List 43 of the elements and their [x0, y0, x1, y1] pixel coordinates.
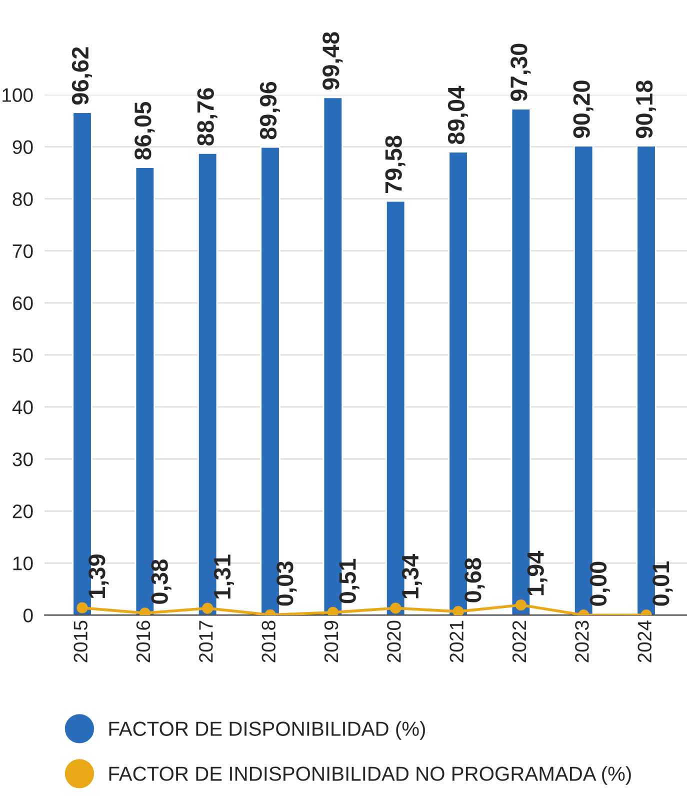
x-tick-label: 2020	[387, 620, 401, 662]
data-label: 88,76	[197, 88, 218, 146]
y-tick-label: 20	[12, 504, 33, 518]
data-label: 96,62	[72, 47, 92, 105]
data-label: 0,01	[652, 561, 673, 606]
y-tick-label: 50	[12, 348, 33, 362]
legend-label: FACTOR DE INDISPONIBILIDAD NO PROGRAMADA (%)	[109, 766, 631, 785]
y-tick-label: 0	[23, 608, 33, 622]
data-label: 0,38	[151, 560, 172, 604]
data-label: 0,68	[464, 558, 485, 602]
y-tick-label: 100	[2, 88, 33, 102]
data-label: 99,48	[322, 32, 343, 90]
data-label: 0,00	[590, 562, 610, 606]
x-tick-label: 2019	[324, 620, 338, 662]
legend-label: FACTOR DE DISPONIBILIDAD (%)	[109, 721, 425, 740]
y-tick-label: 80	[12, 192, 33, 206]
data-label: 86,05	[134, 102, 155, 160]
x-tick-label: 2021	[450, 620, 464, 662]
x-tick-label: 2024	[638, 620, 652, 662]
data-label: 1,39	[88, 554, 109, 598]
data-label: 1,34	[402, 554, 422, 598]
data-label: 89,04	[448, 86, 468, 144]
x-tick-label: 2017	[199, 620, 213, 662]
data-label: 79,58	[385, 136, 406, 194]
y-tick-label: 70	[12, 244, 33, 258]
y-tick-label: 10	[13, 556, 33, 570]
data-label: 90,20	[573, 80, 594, 138]
data-label: 0,51	[339, 558, 360, 604]
data-label: 1,31	[214, 554, 234, 598]
data-label: 90,18	[636, 80, 656, 138]
x-tick-label: 2022	[512, 620, 526, 662]
data-label: 1,94	[527, 550, 548, 596]
y-tick-label: 60	[12, 296, 33, 310]
x-tick-label: 2023	[575, 620, 589, 662]
x-tick-label: 2015	[74, 620, 88, 662]
x-tick-label: 2016	[136, 620, 150, 662]
data-label: 0,03	[276, 562, 297, 606]
data-label: 97,30	[510, 44, 531, 102]
data-label: 89,96	[260, 82, 280, 140]
y-tick-label: 90	[12, 140, 33, 154]
x-tick-label: 2018	[262, 620, 276, 662]
y-tick-label: 30	[12, 452, 33, 466]
y-tick-label: 40	[12, 400, 33, 414]
